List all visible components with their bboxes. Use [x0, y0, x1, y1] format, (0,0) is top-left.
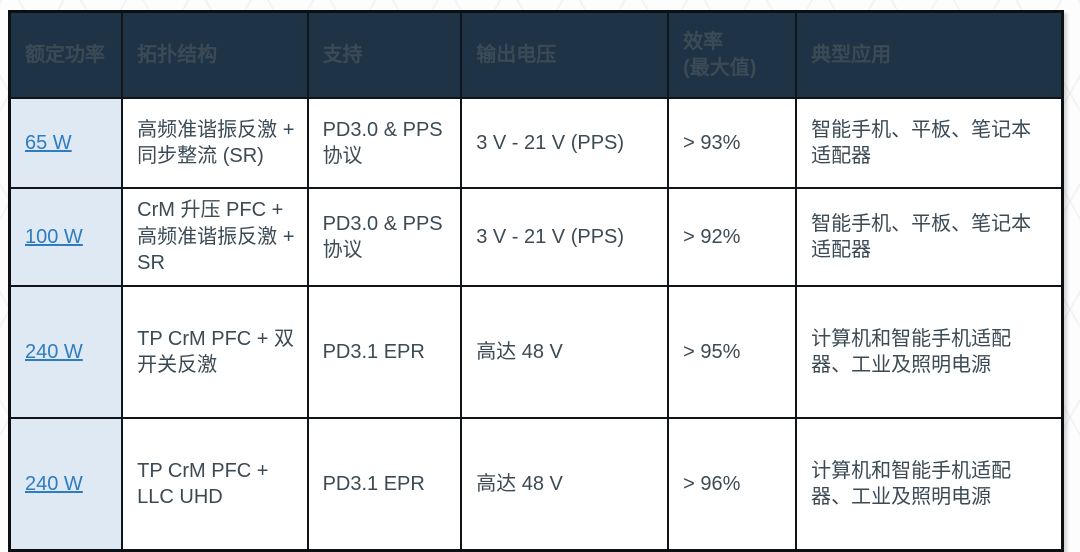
topology-cell: TP CrM PFC + LLC UHD: [121, 417, 309, 552]
col-header-output-voltage: 输出电压: [460, 10, 670, 99]
efficiency-cell: > 93%: [667, 97, 798, 189]
efficiency-cell: > 92%: [667, 187, 798, 287]
table-row: 100 W CrM 升压 PFC + 高频准谐振反激 + SR PD3.0 & …: [8, 187, 1064, 287]
col-header-applications: 典型应用: [795, 10, 1064, 99]
col-header-topology: 拓扑结构: [121, 10, 309, 99]
output-voltage-cell: 3 V - 21 V (PPS): [460, 97, 670, 189]
applications-cell: 计算机和智能手机适配器、工业及照明电源: [795, 285, 1064, 419]
power-link-240w-llc-uhd[interactable]: 240 W: [25, 472, 83, 495]
table-row: 65 W 高频准谐振反激 + 同步整流 (SR) PD3.0 & PPS 协议 …: [8, 97, 1064, 189]
table-row: 240 W TP CrM PFC + LLC UHD PD3.1 EPR 高达 …: [8, 417, 1064, 552]
applications-cell: 计算机和智能手机适配器、工业及照明电源: [795, 417, 1064, 552]
power-cell: 100 W: [8, 187, 124, 287]
support-cell: PD3.1 EPR: [306, 285, 463, 419]
power-link-65w[interactable]: 65 W: [25, 131, 72, 154]
topology-cell: CrM 升压 PFC + 高频准谐振反激 + SR: [121, 187, 309, 287]
support-cell: PD3.1 EPR: [306, 417, 463, 552]
header-row: 额定功率 拓扑结构 支持 输出电压 效率 (最大值) 典型应用: [8, 10, 1064, 99]
table-row: 240 W TP CrM PFC + 双开关反激 PD3.1 EPR 高达 48…: [8, 285, 1064, 419]
applications-cell: 智能手机、平板、笔记本适配器: [795, 97, 1064, 189]
power-cell: 240 W: [8, 285, 124, 419]
support-cell: PD3.0 & PPS 协议: [306, 187, 463, 287]
power-spec-table: 额定功率 拓扑结构 支持 输出电压 效率 (最大值) 典型应用 65 W 高频准…: [8, 10, 1064, 552]
col-header-efficiency: 效率 (最大值): [667, 10, 798, 99]
col-header-rated-power: 额定功率: [8, 10, 124, 99]
power-cell: 65 W: [8, 97, 124, 189]
output-voltage-cell: 高达 48 V: [460, 285, 670, 419]
efficiency-cell: > 95%: [667, 285, 798, 419]
col-header-support: 支持: [306, 10, 463, 99]
output-voltage-cell: 3 V - 21 V (PPS): [460, 187, 670, 287]
applications-cell: 智能手机、平板、笔记本适配器: [795, 187, 1064, 287]
topology-cell: TP CrM PFC + 双开关反激: [121, 285, 309, 419]
power-link-100w[interactable]: 100 W: [25, 225, 83, 248]
power-link-240w-dual-switch[interactable]: 240 W: [25, 340, 83, 363]
power-cell: 240 W: [8, 417, 124, 552]
topology-cell: 高频准谐振反激 + 同步整流 (SR): [121, 97, 309, 189]
output-voltage-cell: 高达 48 V: [460, 417, 670, 552]
efficiency-cell: > 96%: [667, 417, 798, 552]
support-cell: PD3.0 & PPS 协议: [306, 97, 463, 189]
